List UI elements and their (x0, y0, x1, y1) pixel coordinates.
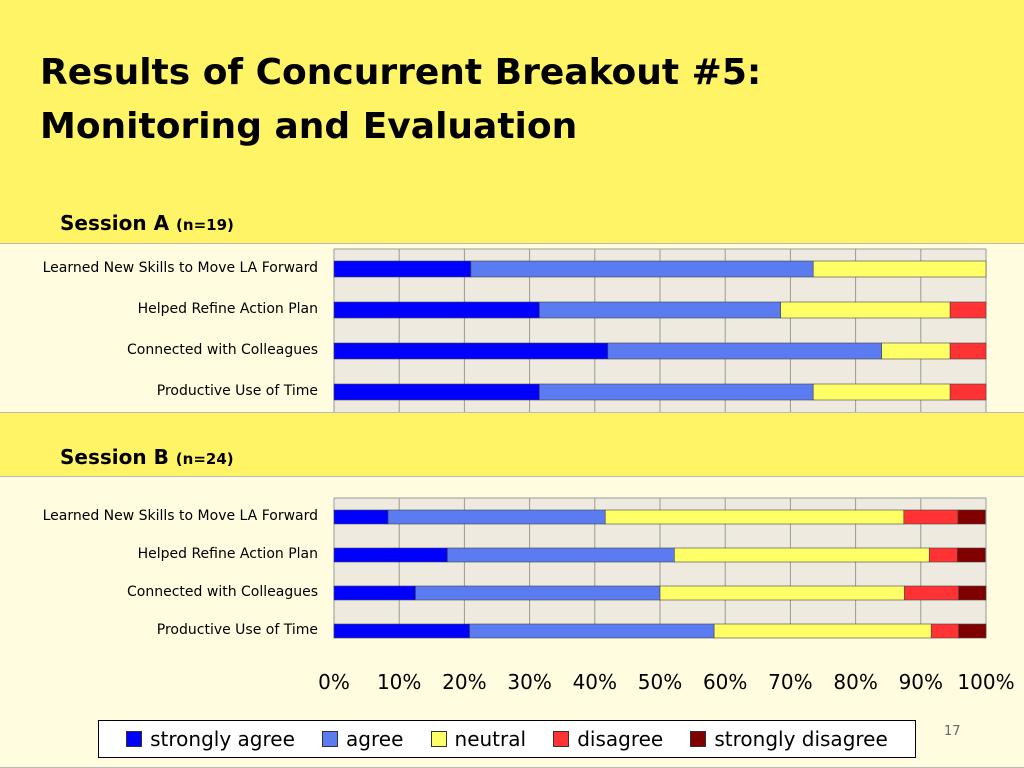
x-tick-label: 0% (318, 670, 350, 694)
session-a-label: Session A (60, 211, 170, 235)
session-a-bar-disagree (949, 342, 987, 360)
session-b-bar-disagree (903, 509, 959, 525)
session-a-bar-neutral (780, 301, 951, 319)
x-tick-label: 20% (442, 670, 487, 694)
x-tick-label: 10% (376, 670, 422, 694)
session-a-bar-disagree (949, 301, 987, 319)
session-b-bar-neutral (674, 547, 930, 563)
session-b-bar-neutral (604, 509, 905, 525)
session-a-category-label: Helped Refine Action Plan (137, 301, 318, 317)
slide-title-line1: Results of Concurrent Breakout #5: (40, 52, 762, 93)
session-a-bar-neutral (812, 260, 987, 278)
session-b-bar-strongly-disagree (957, 547, 986, 563)
legend-swatch-agree (322, 731, 339, 747)
session-a-bar-strongly-agree (333, 301, 540, 319)
x-tick-label: 100% (957, 670, 1015, 694)
session-b-bar-strongly-agree (333, 509, 389, 525)
slide-title-line2: Monitoring and Evaluation (40, 106, 578, 147)
session-b-bar-disagree (904, 585, 959, 601)
session-b-bar-strongly-agree (333, 585, 416, 601)
legend-label: strongly agree (150, 727, 295, 751)
session-a-bar-agree (539, 301, 781, 319)
slide-title: Results of Concurrent Breakout #5: Monit… (40, 46, 761, 154)
session-a-bar-agree (539, 383, 814, 401)
session-a-bar-strongly-agree (333, 260, 472, 278)
x-tick-label: 50% (637, 670, 683, 694)
legend-label: strongly disagree (714, 727, 888, 751)
session-a-bar-strongly-agree (333, 342, 609, 360)
x-tick-label: 40% (572, 670, 618, 694)
x-tick-label: 90% (898, 670, 944, 694)
legend-label: agree (346, 727, 404, 751)
session-b-bar-agree (447, 547, 675, 563)
legend-item-agree: agree (322, 727, 403, 751)
session-a-bar-agree (470, 260, 814, 278)
legend-swatch-neutral (430, 731, 447, 747)
x-tick-label: 70% (768, 670, 813, 694)
legend-item-neutral: neutral (430, 727, 527, 751)
x-tick-label: 80% (833, 670, 878, 694)
session-a-bar-agree (607, 342, 882, 360)
session-a-count: (n=19) (176, 216, 234, 234)
session-a-category-label: Learned New Skills to Move LA Forward (42, 260, 318, 276)
legend-item-disagree: disagree (553, 727, 663, 751)
session-b-heading: Session B (n=24) (60, 445, 234, 469)
session-b-category-label: Helped Refine Action Plan (137, 546, 318, 562)
session-b-bar-strongly-disagree (958, 585, 987, 601)
session-a-bar-neutral (881, 342, 951, 360)
session-b-category-label: Connected with Colleagues (127, 584, 318, 600)
session-a-category-label: Connected with Colleagues (127, 342, 318, 358)
session-b-bar-agree (415, 585, 661, 601)
x-tick-label: 60% (702, 670, 748, 694)
legend-item-strongly-agree: strongly agree (126, 727, 295, 751)
session-b-bar-neutral (659, 585, 905, 601)
x-tick-label: 30% (507, 670, 552, 694)
session-b-bar-strongly-agree (333, 623, 470, 639)
session-b-category-label: Productive Use of Time (156, 622, 318, 638)
session-b-bar-strongly-agree (333, 547, 448, 563)
session-b-bar-neutral (713, 623, 932, 639)
session-b-label: Session B (60, 445, 169, 469)
legend-swatch-disagree (553, 731, 570, 747)
session-a-bar-neutral (812, 383, 951, 401)
legend-label: disagree (577, 727, 664, 751)
session-b-bar-strongly-disagree (958, 623, 987, 639)
session-a-bar-strongly-agree (333, 383, 540, 401)
legend-swatch-strongly-agree (126, 731, 143, 747)
page-number: 17 (944, 724, 961, 739)
legend-label: neutral (454, 727, 527, 751)
session-b-bar-disagree (928, 547, 958, 563)
session-a-heading: Session A (n=19) (60, 211, 234, 235)
legend-item-strongly-disagree: strongly disagree (690, 727, 888, 751)
session-b-bar-disagree (930, 623, 959, 639)
session-b-bar-agree (387, 509, 606, 525)
session-b-category-label: Learned New Skills to Move LA Forward (42, 508, 318, 524)
session-a-category-label: Productive Use of Time (156, 383, 318, 399)
session-a-bar-disagree (949, 383, 987, 401)
session-b-count: (n=24) (175, 450, 234, 468)
session-b-bar-agree (469, 623, 715, 639)
legend-swatch-strongly-disagree (690, 731, 707, 747)
session-b-bar-strongly-disagree (957, 509, 986, 525)
legend: strongly agree agree neutral disagree st… (98, 720, 916, 758)
